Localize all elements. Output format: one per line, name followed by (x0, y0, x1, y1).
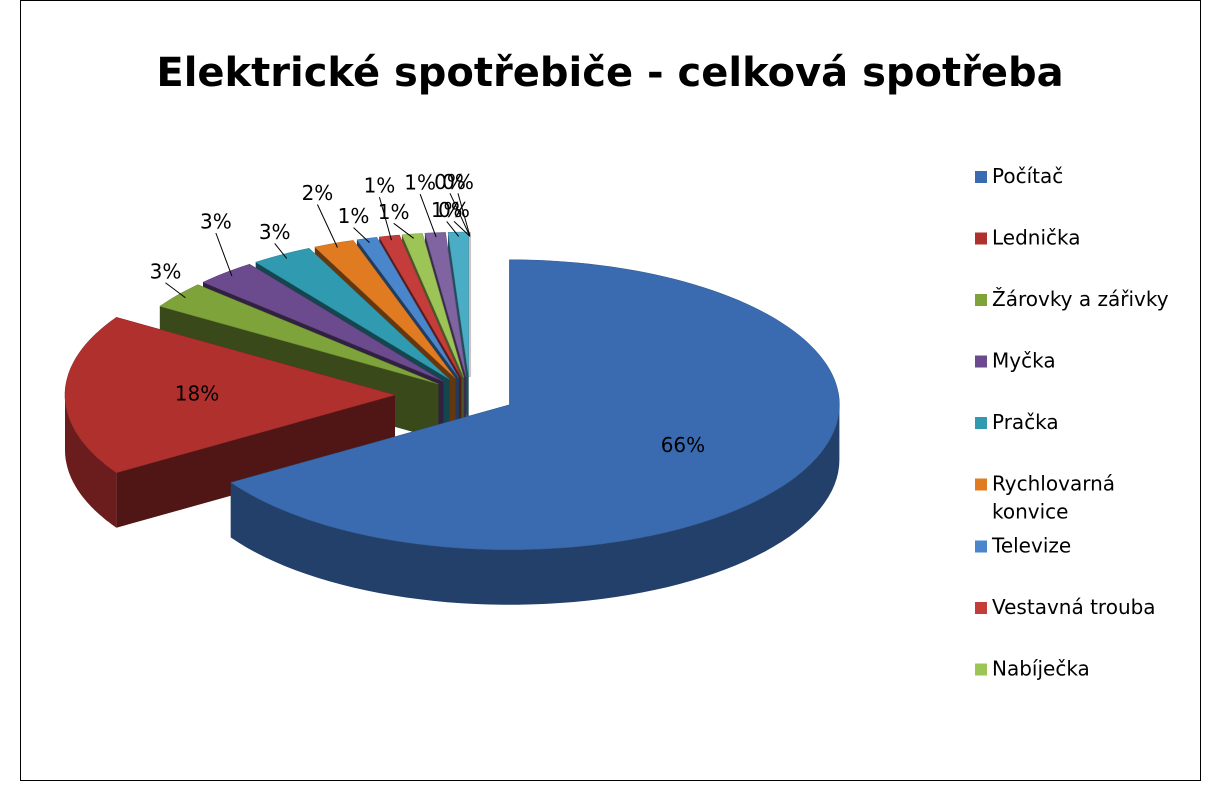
legend-label: Rychlovarná konvice (992, 471, 1115, 523)
slice-top (356, 237, 460, 378)
legend-label: Myčka (992, 348, 1056, 372)
leader-line (165, 282, 186, 299)
legend-swatch (975, 602, 987, 614)
slice-top (401, 233, 464, 378)
legend-line: Pračka (992, 410, 1059, 434)
slice-top (378, 234, 462, 378)
legend-line: Vestavná trouba (992, 595, 1156, 619)
slice (230, 259, 840, 605)
leader-line (274, 243, 288, 259)
data-label: 0% (442, 170, 474, 194)
slice-top (159, 284, 439, 385)
legend-label: Televize (991, 533, 1071, 557)
leader-line (449, 193, 471, 237)
leader-line (457, 193, 471, 237)
legend-swatch (975, 294, 987, 306)
legend-label: Vestavná trouba (992, 595, 1156, 619)
legend-swatch (975, 355, 987, 368)
legend-line: Žárovky a zářivky (992, 287, 1169, 311)
leader-line (215, 232, 233, 277)
legend-line: Televize (991, 533, 1071, 557)
data-label: 1% (404, 171, 436, 195)
legend-swatch (975, 417, 987, 429)
legend-label: Lednička (992, 225, 1081, 249)
legend-label: Žárovky a zářivky (992, 287, 1169, 311)
slice-side (230, 404, 840, 605)
legend-label: Nabíječka (992, 656, 1090, 680)
leader-line (393, 222, 414, 239)
slice-top (255, 248, 450, 380)
legend-label: Pračka (992, 410, 1059, 434)
data-label: 2% (302, 181, 334, 205)
legend-swatch (975, 232, 987, 245)
data-label: 1% (338, 204, 370, 228)
data-label: 3% (200, 209, 232, 233)
legend-swatch (975, 663, 987, 676)
legend-line: Nabíječka (992, 656, 1090, 680)
slice-side (65, 395, 117, 528)
legend-swatch (975, 540, 987, 553)
legend-label: Počítač (992, 164, 1063, 188)
data-label: 0% (434, 170, 466, 194)
leader-line (316, 204, 338, 248)
slice (64, 317, 396, 528)
data-label: 18% (175, 382, 219, 406)
legend-line: Počítač (992, 164, 1063, 188)
legend-line: Lednička (992, 225, 1081, 249)
slice-top (447, 231, 469, 378)
leader-line (353, 227, 370, 244)
data-label: 1% (364, 174, 396, 198)
chart-title: Elektrické spotřebiče - celková spotřeba (156, 50, 1063, 96)
data-label: 3% (259, 220, 291, 244)
legend-swatch (975, 478, 987, 491)
slice-top (202, 263, 444, 382)
data-label: 66% (661, 433, 705, 457)
legend-line: Myčka (992, 348, 1056, 372)
data-label: 3% (150, 259, 182, 283)
legend-line: konvice (992, 499, 1068, 523)
slice-top (424, 232, 467, 378)
leader-line (446, 221, 460, 237)
slice-top (230, 259, 840, 551)
data-label: 1% (378, 200, 410, 224)
leader-line (378, 197, 392, 241)
slice-top (64, 317, 396, 473)
legend-swatch (975, 171, 987, 183)
leader-line (453, 220, 471, 237)
leader-line (419, 193, 437, 238)
slice-top (314, 240, 456, 379)
legend-line: Rychlovarná (992, 471, 1115, 495)
